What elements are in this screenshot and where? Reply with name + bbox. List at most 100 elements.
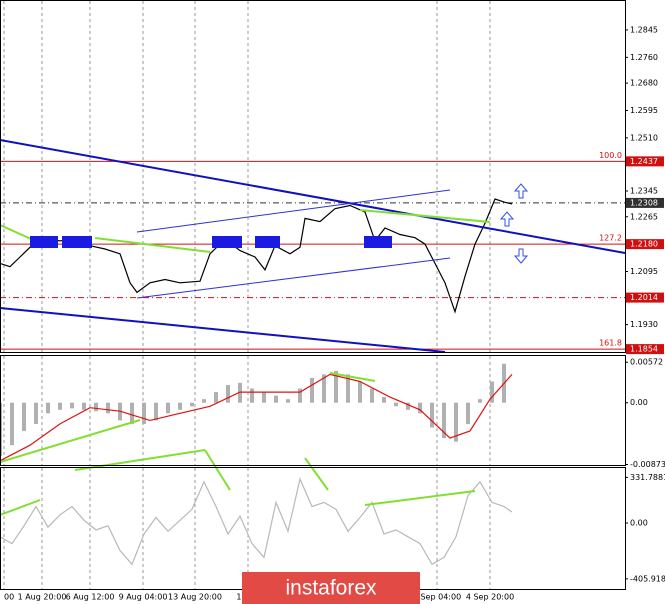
histogram-bar (142, 402, 146, 424)
histogram-bar (490, 381, 494, 403)
level-tag (626, 344, 664, 355)
histogram-bar (214, 392, 218, 403)
channel-line (136, 257, 451, 299)
level-label: 1.2180 (630, 240, 658, 249)
arrow-down (513, 248, 529, 264)
y-tick-label: 1.2510 (630, 133, 658, 142)
y-tick-label: 1.2845 (630, 25, 658, 34)
y-tick-label: 1.1930 (630, 320, 658, 329)
arrow-up (499, 211, 515, 227)
histogram-bar (442, 402, 446, 439)
panel-frame (0, 355, 626, 466)
channel-line (0, 307, 446, 353)
drawings (0, 139, 626, 516)
level-label: 1.2437 (630, 157, 658, 166)
x-tick-label: 1 Aug 20:00 (18, 593, 67, 602)
trend-line (0, 499, 41, 516)
histogram-bar (58, 402, 62, 410)
histogram-bar (106, 402, 110, 414)
zone-box (255, 236, 280, 248)
zone-box (212, 236, 242, 248)
histogram-bar (130, 402, 134, 424)
y-tick-label: 0.00 (630, 519, 648, 528)
histogram-bar (322, 374, 326, 403)
trend-line (94, 237, 211, 253)
histogram-bar (190, 402, 194, 407)
y-tick-label: -0.00873 (630, 460, 665, 469)
arrows (499, 183, 529, 264)
histogram-bar (34, 402, 38, 424)
y-tick-label: 1.2095 (630, 267, 658, 276)
trend-line (329, 372, 376, 382)
histogram-bar (310, 377, 314, 403)
trend-line (74, 449, 206, 471)
histogram-bar (406, 402, 410, 410)
histogram-bar (250, 388, 254, 403)
x-tick-label: 9 Aug 04:00 (119, 593, 168, 602)
level-label: 1.2308 (630, 198, 658, 207)
y-tick-label: 1.2680 (630, 79, 658, 88)
y-tick-label: 1.2265 (630, 212, 658, 221)
histogram-bar (466, 402, 470, 424)
zone-box (364, 236, 392, 248)
histogram-bar (346, 374, 350, 403)
x-tick-label: 6 Aug 12:00 (66, 593, 115, 602)
level-tag (626, 156, 664, 167)
histogram-bar (394, 402, 398, 407)
histogram-bar (454, 402, 458, 442)
x-tick-label: 2 Sep 04:00 (413, 593, 461, 602)
zone-box (30, 236, 58, 248)
fibo-label: 100.0 (599, 151, 622, 160)
x-tick-label: 00 (4, 593, 14, 602)
histogram-bar (10, 402, 14, 446)
trend-line (364, 490, 476, 506)
watermark-banner (242, 572, 420, 604)
trend-line (204, 449, 231, 491)
trend-line (0, 419, 141, 463)
histogram-bar (202, 399, 206, 403)
histogram-bar (226, 385, 230, 403)
level-tag (626, 292, 664, 303)
y-tick-label: 0.00572 (630, 358, 663, 367)
histogram-bar (334, 370, 338, 403)
fibo-label: 127.2 (599, 234, 622, 243)
level-label: 1.2014 (630, 293, 658, 302)
histogram-bar (154, 402, 158, 421)
y-tick-label: -405.918 (630, 574, 665, 583)
histogram-bar (274, 395, 278, 403)
y-tick-label: 1.2345 (630, 186, 658, 195)
x-tick-label: 4 Sep 20:00 (466, 593, 514, 602)
level-tag (626, 239, 664, 250)
histogram-bar (70, 402, 74, 409)
zones (30, 236, 392, 248)
histogram-bar (418, 402, 422, 414)
y-tick-label: 331.7881 (630, 473, 665, 482)
histogram-bar (286, 399, 290, 403)
trend-line (359, 209, 491, 223)
histogram-bar (166, 402, 170, 414)
histogram-bar (370, 388, 374, 403)
channel-line (136, 189, 451, 233)
panel-frame (0, 0, 626, 353)
histogram-bar (94, 402, 98, 412)
histogram-bar (358, 381, 362, 403)
y-tick-label: 1.2760 (630, 53, 658, 62)
histogram-bar (262, 392, 266, 403)
histogram-bar (238, 382, 242, 403)
histogram-bar (478, 399, 482, 403)
histogram-bar (430, 402, 434, 428)
histogram-bar (82, 402, 86, 410)
y-tick-label: 0.00 (630, 398, 648, 407)
histogram-bar (382, 397, 386, 403)
channel-line (0, 139, 626, 254)
level-label: 1.1854 (630, 345, 658, 354)
x-tick-label: 13 Aug 20:00 (168, 593, 222, 602)
y-tick-label: 1.2595 (630, 106, 658, 115)
arrow-up (513, 183, 529, 199)
histogram-bar (298, 388, 302, 403)
watermark: instaforex (285, 577, 377, 600)
series-line (0, 373, 513, 462)
